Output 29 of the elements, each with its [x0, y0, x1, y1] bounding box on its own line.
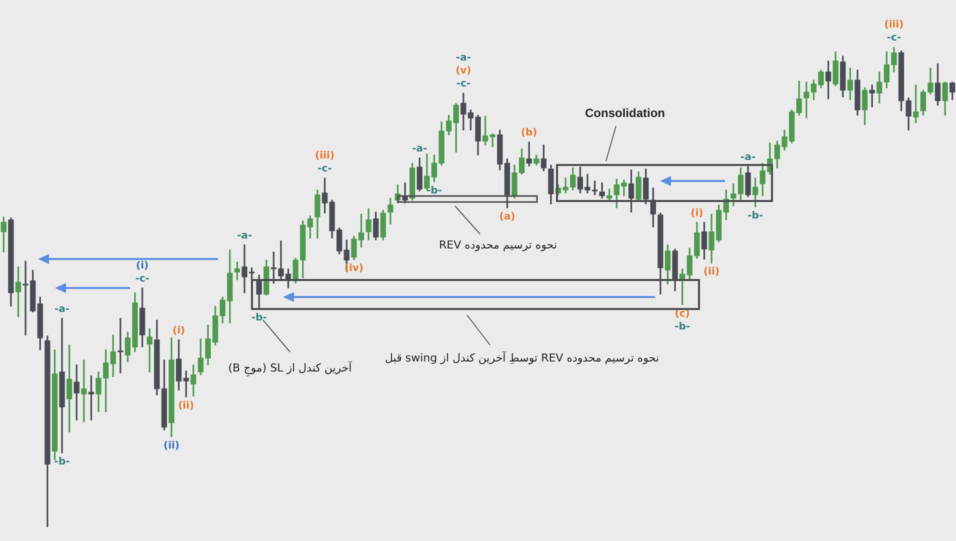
- annotation: -b-: [674, 321, 690, 332]
- annotation: -b-: [748, 210, 764, 222]
- annotation: -b-: [426, 185, 442, 196]
- annotation: -a-: [456, 52, 471, 64]
- annotation: آخرین کندل از SL (موجِ B): [228, 362, 352, 374]
- annotation: -a-: [236, 230, 252, 242]
- annotation: -c-: [135, 274, 150, 285]
- annotation: (b): [520, 128, 538, 139]
- annotation: -a-: [740, 152, 756, 164]
- annotation: (ii): [163, 440, 180, 452]
- annotation: (i): [172, 325, 186, 336]
- annotation: (ii): [178, 400, 194, 412]
- annotation: -c-: [886, 32, 902, 44]
- annotation: -c-: [318, 164, 332, 175]
- annotation: -a-: [412, 143, 428, 154]
- annotation: -b-: [251, 312, 267, 324]
- annotation: (a): [499, 211, 516, 222]
- annotation: (i): [690, 208, 704, 219]
- annotation: (v): [456, 66, 472, 77]
- annotation: نحوه ترسیم محدوده REV: [439, 238, 557, 252]
- annotation: نحوه ترسیم محدوده REV توسطِ آخرین کندل از swing قبل: [384, 352, 660, 364]
- annotation: (iii): [315, 150, 334, 162]
- annotation: -b-: [54, 456, 70, 468]
- annotation: -c-: [456, 78, 471, 90]
- annotation: (iii): [884, 20, 904, 31]
- annotation: (i): [136, 260, 149, 272]
- annotation: -a-: [54, 304, 70, 315]
- annotation: (ii): [704, 266, 720, 278]
- annotation: Consolidation: [585, 106, 665, 120]
